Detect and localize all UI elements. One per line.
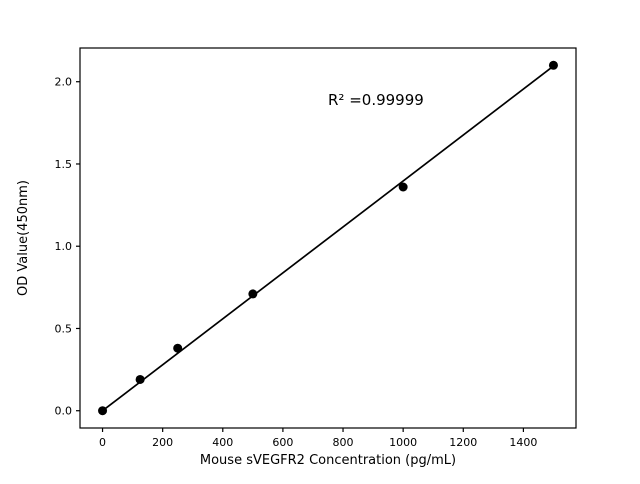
data-series (98, 60, 558, 416)
r-squared-annotation: R² =0.99999 (328, 91, 424, 109)
y-tick-label: 0.5 (55, 322, 73, 335)
data-point (173, 343, 183, 353)
y-tick-label: 1.0 (55, 240, 73, 253)
y-tick-label: 0.0 (55, 405, 73, 418)
data-point (398, 182, 408, 192)
x-tick-label: 1000 (389, 436, 417, 449)
data-point (248, 289, 258, 299)
y-tick-label: 1.5 (55, 158, 73, 171)
data-point (135, 374, 145, 384)
fit-line (102, 65, 554, 412)
x-tick-label: 200 (152, 436, 173, 449)
plot-area-border (79, 47, 577, 429)
x-tick-label: 800 (333, 436, 354, 449)
x-tick-label: 600 (272, 436, 293, 449)
x-axis-ticks: 0 200 400 600 800 1000 1200 1400 (99, 428, 537, 449)
x-tick-label: 400 (212, 436, 233, 449)
y-tick-label: 2.0 (55, 76, 73, 89)
x-axis-label: Mouse sVEGFR2 Concentration (pg/mL) (200, 453, 456, 468)
data-point (548, 60, 558, 70)
x-tick-label: 0 (99, 436, 106, 449)
x-tick-label: 1200 (449, 436, 477, 449)
y-axis-ticks: 0.0 0.5 1.0 1.5 2.0 (55, 76, 80, 418)
x-tick-label: 1400 (509, 436, 537, 449)
data-point (98, 406, 108, 416)
y-axis-label: OD Value(450nm) (16, 180, 31, 296)
